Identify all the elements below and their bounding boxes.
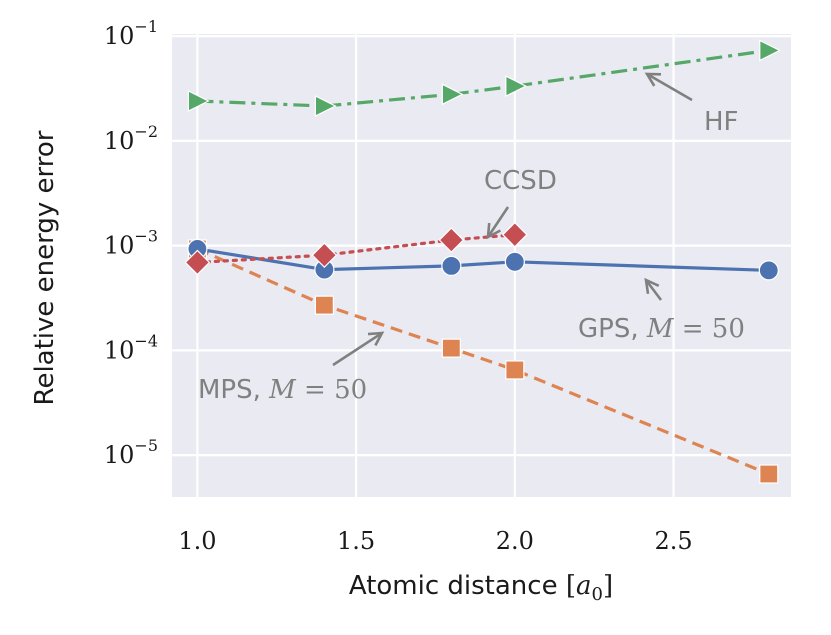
marker-ccsd: [501, 221, 528, 248]
marker-hf: [505, 75, 528, 98]
annotation-arrows: [332, 72, 693, 367]
y-tick-labels: 10−1 10−2 10−3 10−4 10−5: [104, 17, 158, 469]
y-tick-label: 10−2: [104, 122, 158, 155]
marker-hf: [759, 39, 782, 62]
y-tick-label: 10−1: [104, 17, 158, 50]
marker-mps: [505, 360, 525, 380]
ccsd-arrow: [486, 206, 510, 240]
hf-arrow: [644, 72, 693, 102]
marker-mps: [759, 464, 779, 484]
marker-ccsd: [311, 242, 338, 269]
marker-hf: [314, 95, 337, 117]
annotation-gps: GPS, M = 50: [578, 314, 745, 344]
y-tick-label: 10−4: [104, 331, 158, 364]
marker-gps: [441, 255, 462, 277]
annotation-ccsd: CCSD: [484, 166, 557, 196]
series-line-ccsd: [195, 233, 517, 265]
marker-gps: [758, 260, 779, 281]
series-markers: [184, 39, 782, 484]
gps-arrow: [644, 277, 663, 301]
mps-arrow: [332, 331, 385, 367]
marker-mps: [441, 338, 461, 358]
y-tick-label: 10−5: [104, 436, 158, 469]
annotation-mps: MPS, M = 50: [198, 375, 367, 405]
x-axis-label: Atomic distance [a0]: [349, 571, 613, 605]
x-tick-label: 1.0: [178, 527, 216, 555]
marker-ccsd: [184, 249, 211, 276]
x-tick-label: 2.0: [496, 527, 534, 555]
x-tick-label: 2.5: [654, 527, 692, 555]
x-tick-label: 1.5: [337, 527, 375, 555]
marker-hf: [187, 90, 210, 112]
x-tick-labels: 1.0 1.5 2.0 2.5: [178, 527, 692, 555]
marker-ccsd: [438, 227, 465, 253]
annotation-hf: HF: [704, 107, 739, 137]
y-axis-label: Relative energy error: [30, 130, 60, 405]
y-tick-label: 10−3: [104, 227, 158, 260]
marker-hf: [441, 83, 464, 106]
marker-mps: [314, 295, 334, 315]
marker-gps: [504, 251, 525, 272]
